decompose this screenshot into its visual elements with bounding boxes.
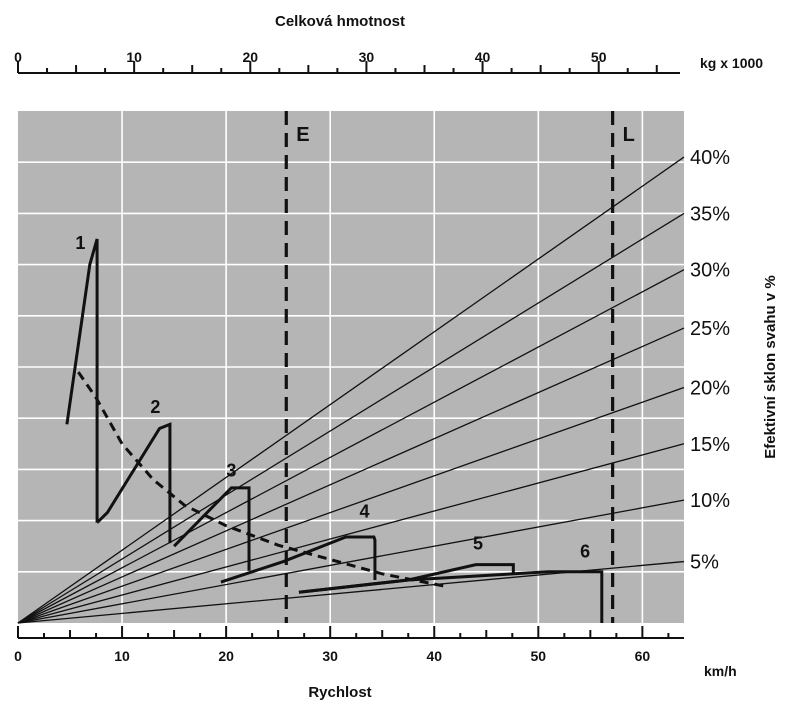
dashed-transition-curve bbox=[77, 371, 445, 588]
grade-label: 40% bbox=[690, 147, 730, 169]
grade-line bbox=[17, 212, 685, 624]
grade-label: 20% bbox=[690, 377, 730, 399]
gear-curve-1 bbox=[65, 238, 99, 523]
gear-label-2: 2 bbox=[150, 397, 160, 417]
bottom-tick-label: 20 bbox=[218, 648, 234, 664]
grade-line bbox=[17, 327, 685, 624]
gear-curve-6 bbox=[298, 570, 604, 623]
bottom-axis-ticks: 0 10 20 30 40 50 60 bbox=[14, 626, 670, 664]
bottom-tick-label: 60 bbox=[635, 648, 651, 664]
grade-label: 15% bbox=[690, 434, 730, 456]
bottom-tick-label: 40 bbox=[426, 648, 442, 664]
gear-curve-3 bbox=[173, 486, 251, 571]
gear-label-3: 3 bbox=[226, 461, 236, 481]
grade-line bbox=[17, 499, 685, 624]
grade-line bbox=[17, 156, 685, 624]
top-axis-unit: kg x 1000 bbox=[700, 55, 763, 71]
top-tick-label: 40 bbox=[475, 49, 491, 65]
top-tick-label: 30 bbox=[359, 49, 375, 65]
bottom-tick-label: 10 bbox=[114, 648, 130, 664]
top-tick-label: 0 bbox=[14, 49, 22, 65]
gear-label-6: 6 bbox=[580, 541, 590, 561]
grade-lines: 5% 10% 15% 20% 25% 30% 35% 40% bbox=[17, 147, 730, 624]
bottom-tick-label: 30 bbox=[322, 648, 338, 664]
limit-label-e: E bbox=[296, 124, 309, 146]
gear-label-1: 1 bbox=[75, 233, 85, 253]
limit-label-l: L bbox=[623, 124, 635, 146]
top-tick-label: 10 bbox=[126, 49, 142, 65]
gear-label-4: 4 bbox=[360, 502, 370, 522]
top-axis-ticks: 0 10 20 30 40 50 bbox=[14, 49, 658, 73]
grade-label: 35% bbox=[690, 203, 730, 225]
bottom-axis-unit: km/h bbox=[704, 663, 737, 679]
grade-label: 25% bbox=[690, 318, 730, 340]
grade-line bbox=[17, 269, 685, 624]
grade-line bbox=[17, 443, 685, 624]
right-axis-title: Efektivní sklon svahu v % bbox=[762, 275, 779, 458]
top-tick-label: 50 bbox=[591, 49, 607, 65]
top-axis-title: Celková hmotnost bbox=[275, 13, 405, 30]
gear-curves: 1 2 3 4 5 6 bbox=[65, 233, 604, 623]
bottom-tick-label: 0 bbox=[14, 648, 22, 664]
grade-label: 5% bbox=[690, 552, 719, 574]
bottom-tick-label: 50 bbox=[531, 648, 547, 664]
gear-curve-2 bbox=[96, 422, 172, 544]
grade-line bbox=[17, 386, 685, 624]
grade-label: 10% bbox=[690, 490, 730, 512]
bottom-axis-title: Rychlost bbox=[308, 684, 371, 701]
gear-label-5: 5 bbox=[473, 533, 483, 553]
grade-label: 30% bbox=[690, 260, 730, 282]
gear-curve-4 bbox=[220, 535, 377, 584]
top-tick-label: 20 bbox=[242, 49, 258, 65]
